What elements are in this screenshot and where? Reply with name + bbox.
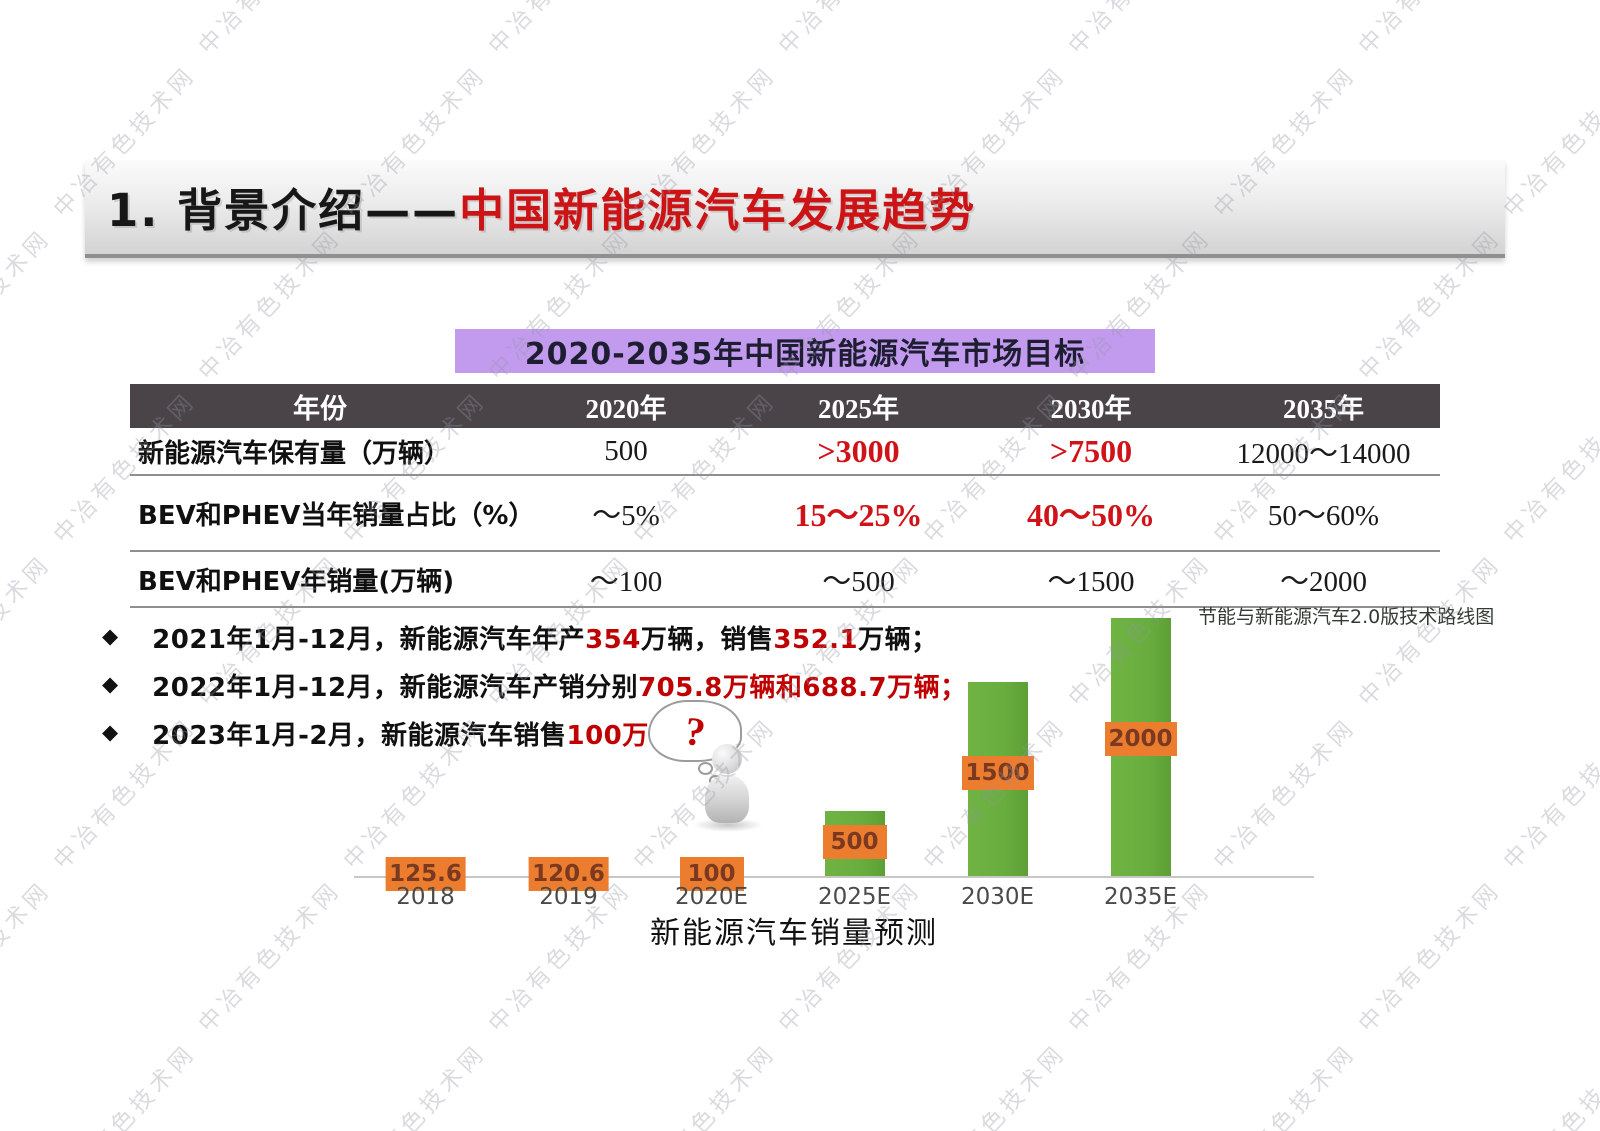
x-axis-label: 2035E (1103, 884, 1178, 910)
value-cell: ～1500 (1047, 566, 1135, 598)
person-head-icon (712, 744, 742, 774)
row-label: BEV和PHEV年销量(万辆) (138, 566, 455, 597)
watermark-text: 中冶有色技术网 (1059, 0, 1218, 60)
banner-text: 2020-2035年中国新能源汽车市场目标 (524, 337, 1086, 372)
bar-value-label: 1500 (961, 756, 1034, 790)
table-row: BEV和PHEV年销量(万辆) ～100 ～500 ～1500 ～2000 (130, 552, 1440, 608)
chart-title: 新能源汽车销量预测 (650, 916, 938, 951)
value-cell: ～100 (589, 566, 663, 598)
bar-group: 500 (783, 590, 926, 876)
bullet-segment: 705.8万辆和688.7万辆； (638, 673, 967, 703)
value-cell: ～5% (592, 500, 660, 532)
source-note: 节能与新能源汽车2.0版技术路线图 (1198, 606, 1495, 628)
table-row: 新能源汽车保有量（万辆） 500 >3000 >7500 12000～14000 (130, 428, 1440, 476)
value-cell: >7500 (1049, 432, 1133, 469)
bullet-segment: 352.1 (773, 625, 859, 655)
watermark-text: 中冶有色技术网 (1349, 0, 1508, 60)
bar-value-label: 125.6 (385, 857, 466, 891)
bullet-segment: 万辆，销售 (640, 625, 774, 655)
title-prefix: 1. 背景介绍—— (107, 184, 460, 237)
x-axis-label: 2020E (674, 884, 749, 910)
target-table: 年份 2020年 2025年 2030年 2035年新能源汽车保有量（万辆） 500 >30… (130, 384, 1440, 608)
watermark-text: 中冶有色技术网 (918, 1039, 1072, 1131)
header-cell: 2020年 (585, 393, 667, 424)
bar-value-label: 500 (822, 825, 887, 859)
value-cell: >3000 (817, 432, 900, 469)
watermark-text: 中冶有色技术网 (189, 0, 348, 60)
title-bar: 1. 背景介绍——中国新能源汽车发展趋势 (85, 160, 1505, 258)
watermark-text: 中冶有色技术网 (769, 0, 928, 60)
title-highlight: 中国新能源汽车发展趋势 (459, 184, 977, 237)
bullet-segment: 354 (585, 625, 641, 655)
value-cell: 50～60% (1267, 500, 1380, 532)
bullet-segment: 2023年1月-2月，新能源汽车销售 (152, 721, 567, 751)
watermark-text: 中冶有色技术网 (1498, 387, 1600, 549)
bullet-diamond-icon: ◆ (102, 720, 119, 744)
value-cell: 40～50% (1026, 497, 1155, 533)
table-row: BEV和PHEV当年销量占比（%） ～5% 15～25% 40～50% 50～60% (130, 476, 1440, 552)
bar-group: 1500 (926, 590, 1069, 876)
watermark-text: 中冶有色技术网 (1498, 1039, 1600, 1131)
bar-group: 125.6 (354, 590, 497, 891)
watermark-text: 中冶有色技术网 (0, 224, 57, 386)
bar-group: 2000 (1069, 590, 1212, 876)
bullet-list: ◆ 2021年1月-12月，新能源汽车年产354万辆，销售352.1万辆； ◆ 202… (102, 619, 967, 763)
watermark-text: 中冶有色技术网 (479, 0, 638, 60)
person-shadow (693, 818, 763, 832)
chart-baseline (354, 876, 1314, 878)
watermark-text: 中冶有色技术网 (338, 1039, 492, 1131)
header-cell: 2025年 (818, 393, 899, 424)
value-cell: ～2000 (1279, 566, 1367, 598)
sales-chart: 125.6 2018 120.6 2019 100 2020E 500 2025E 1500 20… (354, 590, 1319, 930)
bar-group: 100 (640, 590, 783, 891)
watermark-text: 中冶有色技术网 (1353, 876, 1507, 1038)
page-title: 1. 背景介绍——中国新能源汽车发展趋势 (107, 174, 976, 239)
bar-group: 120.6 (497, 590, 640, 891)
watermark-text: 中冶有色技术网 (1208, 1039, 1362, 1131)
x-axis-label: 2019 (539, 884, 598, 910)
bullet-item: ◆ 2022年1月-12月，新能源汽车产销分别705.8万辆和688.7万辆； (102, 667, 967, 704)
bullet-text: 2022年1月-12月，新能源汽车产销分别705.8万辆和688.7万辆； (152, 667, 966, 704)
header-cell: 2030年 (1050, 393, 1132, 424)
bullet-segment: 2021年1月-12月，新能源汽车年产 (152, 625, 586, 655)
x-axis-label: 2018 (396, 884, 455, 910)
bullet-item: ◆2023年1月-2月，新能源汽车销售100万辆左右。 (102, 715, 967, 752)
table-header-row: 年份 2020年 2025年 2030年 2035年 (130, 384, 1440, 428)
watermark-text: 中冶有色技术网 (48, 1039, 202, 1131)
person-body (705, 775, 749, 823)
watermark-text: 中冶有色技术网 (1498, 61, 1600, 223)
watermark-text: 中冶有色技术网 (0, 0, 57, 60)
bar-value-label: 100 (679, 857, 744, 891)
value-cell: 15～25% (794, 497, 923, 533)
bullet-segment: 万辆； (858, 625, 938, 655)
watermark-text: 中冶有色技术网 (0, 550, 57, 712)
x-axis-label: 2025E (817, 884, 892, 910)
bullet-diamond-icon: ◆ (102, 672, 119, 696)
watermark-text: 中冶有色技术网 (628, 1039, 782, 1131)
value-cell: 500 (604, 434, 648, 467)
row-label: 新能源汽车保有量（万辆） (138, 438, 451, 469)
bullet-text: 2021年1月-12月，新能源汽车年产354万辆，销售352.1万辆； (152, 619, 938, 656)
x-axis-label: 2030E (960, 884, 1035, 910)
bullet-item: ◆ 2021年1月-12月，新能源汽车年产354万辆，销售352.1万辆； (102, 619, 967, 656)
watermark-text: 中冶有色技术网 (0, 876, 57, 1038)
market-target-banner: 2020-2035年中国新能源汽车市场目标 (455, 329, 1155, 373)
bullet-diamond-icon: ◆ (102, 624, 119, 648)
header-cell: 年份 (293, 393, 347, 425)
value-cell: 12000～14000 (1236, 438, 1411, 470)
watermark-text: 中冶有色技术网 (1498, 713, 1600, 875)
value-cell: ～500 (822, 566, 895, 598)
question-mark: ? (681, 707, 709, 755)
watermark-text: 中冶有色技术网 (193, 876, 347, 1038)
bar-value-label: 2000 (1104, 722, 1177, 756)
bullet-segment: 2022年1月-12月，新能源汽车产销分别 (152, 673, 639, 703)
thought-dot (698, 762, 713, 775)
header-cell: 2035年 (1283, 393, 1364, 424)
bar-value-label: 120.6 (528, 857, 609, 891)
row-label: BEV和PHEV当年销量占比（%） (138, 500, 535, 531)
